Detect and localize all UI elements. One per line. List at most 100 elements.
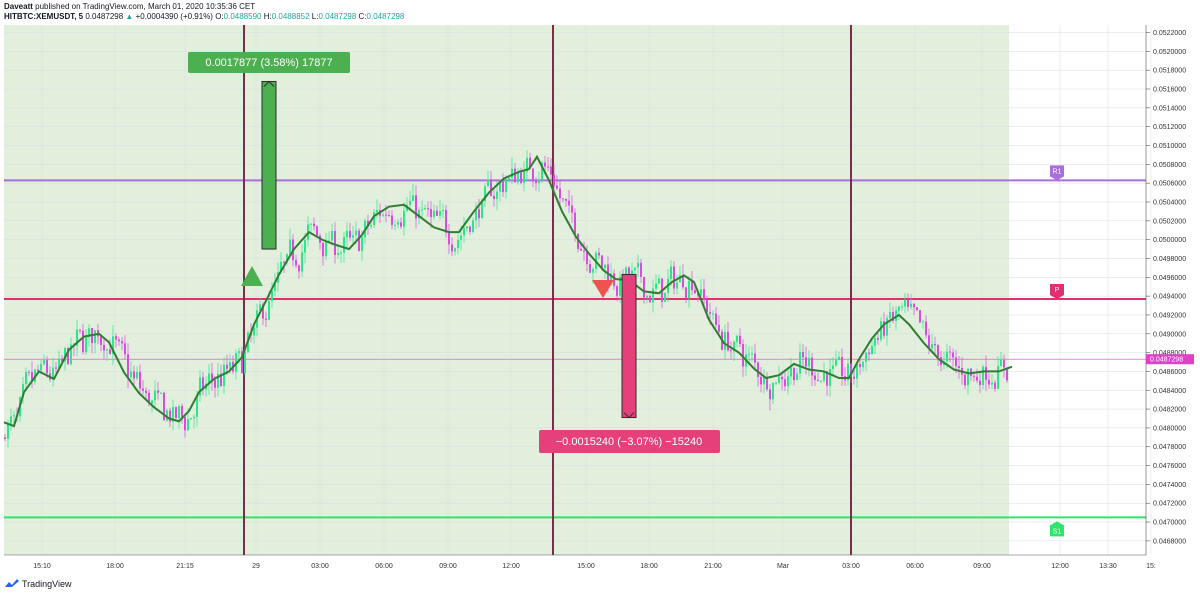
close-label: C: [358, 12, 367, 21]
x-tick-label: 21:15 [176, 563, 194, 570]
candle-body [142, 388, 144, 391]
candle-body [454, 248, 456, 252]
candle-body [958, 366, 960, 369]
candle-body [313, 223, 315, 227]
candle-body [124, 343, 126, 355]
candle-body [985, 366, 987, 380]
candle-body [211, 373, 213, 380]
author-name[interactable]: Daveatt [4, 2, 33, 11]
candle-body [439, 211, 441, 216]
tradingview-logo[interactable]: TradingView [4, 578, 72, 589]
candle-body [226, 364, 228, 369]
candle-body [427, 208, 429, 210]
candle-body [499, 181, 501, 192]
candle-body [28, 371, 30, 373]
candle-body [532, 168, 534, 182]
candle-body [352, 235, 354, 238]
pivot-tag-label: R1 [1053, 168, 1062, 175]
candle-body [58, 358, 60, 369]
candle-body [523, 171, 525, 183]
candle-body [853, 376, 855, 379]
candle-body [295, 260, 297, 266]
candle-body [772, 382, 774, 400]
candle-body [580, 248, 582, 251]
high-label: H: [263, 12, 272, 21]
candle-body [892, 312, 894, 321]
candle-body [202, 377, 204, 390]
candle-body [358, 230, 360, 252]
candle-body [859, 363, 861, 368]
candle-body [289, 239, 291, 255]
buy-marker-icon [241, 266, 263, 286]
y-tick-label: 0.0486000 [1153, 369, 1186, 376]
candle-body [931, 343, 933, 349]
candle-body [709, 312, 711, 314]
candle-body [70, 344, 72, 365]
candle-body [835, 359, 837, 366]
candle-body [967, 368, 969, 386]
loss-arrow-head [623, 412, 635, 419]
candle-body [784, 379, 786, 387]
tradingview-logo-text: TradingView [22, 579, 72, 589]
candle-body [280, 261, 282, 273]
candle-body [109, 349, 111, 355]
candle-body [466, 226, 468, 229]
candle-body [304, 239, 306, 253]
candle-body [121, 341, 123, 344]
candle-body [286, 254, 288, 263]
candle-body [535, 181, 537, 184]
candle-body [883, 321, 885, 336]
y-tick-label: 0.0470000 [1153, 520, 1186, 527]
candle-body [346, 230, 348, 238]
candle-body [820, 380, 822, 382]
candle-body [604, 264, 606, 269]
candle-body [880, 321, 882, 340]
candle-body [172, 407, 174, 422]
candle-body [928, 335, 930, 349]
candle-body [487, 179, 489, 187]
candle-body [469, 226, 471, 232]
x-tick-label: 29 [252, 563, 260, 570]
candle-body [430, 209, 432, 218]
candle-body [373, 212, 375, 225]
candle-body [649, 295, 651, 303]
candle-body [508, 177, 510, 181]
candle-body [244, 351, 246, 374]
y-tick-label: 0.0490000 [1153, 331, 1186, 338]
candle-body [760, 376, 762, 385]
candle-body [517, 172, 519, 183]
candle-body [166, 410, 168, 421]
y-tick-label: 0.0478000 [1153, 444, 1186, 451]
y-tick-label: 0.0510000 [1153, 143, 1186, 150]
y-tick-label: 0.0488000 [1153, 350, 1186, 357]
x-tick-label: 09:00 [973, 563, 991, 570]
candle-body [478, 209, 480, 219]
candle-body [79, 329, 81, 331]
candle-body [64, 348, 66, 362]
candle-body [139, 371, 141, 389]
session-separators [243, 25, 852, 555]
x-tick-label: 15: [1146, 563, 1156, 570]
candle-body [43, 360, 45, 365]
gain-arrow-head [263, 80, 275, 87]
candle-body [112, 336, 114, 355]
tradingview-logo-icon [5, 579, 19, 587]
candle-body [793, 367, 795, 381]
x-tick-label: 15:10 [33, 563, 51, 570]
high-value: 0.0488852 [271, 12, 310, 21]
candle-body [25, 371, 27, 385]
candle-body [328, 240, 330, 242]
candle-body [553, 174, 555, 186]
candle-body [637, 262, 639, 268]
candle-body [85, 336, 87, 353]
candle-body [82, 330, 84, 353]
candle-body [196, 395, 198, 417]
candle-body [316, 226, 318, 236]
candle-body [388, 215, 390, 217]
candle-body [568, 200, 570, 206]
candle-body [13, 415, 15, 417]
candle-body [274, 282, 276, 291]
candle-body [748, 353, 750, 355]
candle-body [847, 363, 849, 381]
